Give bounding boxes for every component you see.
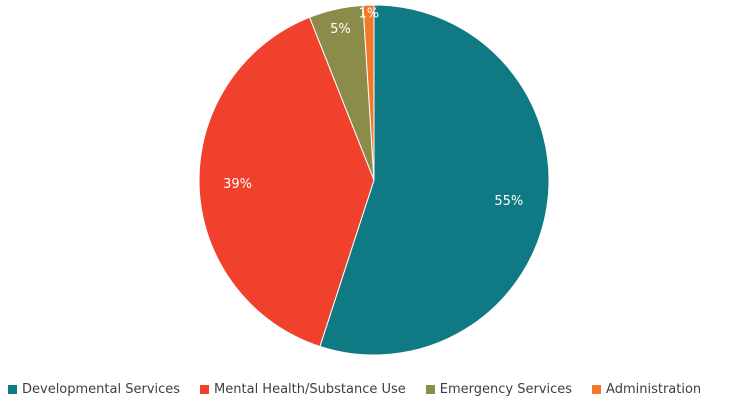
pie-slice-mental-health-substance-use	[198, 16, 375, 348]
legend-label: Developmental Services	[22, 381, 181, 397]
legend-label: Administration	[606, 381, 702, 397]
legend-swatch	[200, 384, 210, 394]
pie-chart: 55% 39% 5% 1%	[198, 4, 550, 356]
legend-item-mental-health-substance-use: Mental Health/Substance Use	[200, 382, 406, 397]
legend-swatch	[8, 384, 17, 394]
legend-swatch	[592, 384, 602, 394]
slice-label-emergency-services: 5%	[330, 22, 351, 37]
pie-slice-administration	[362, 4, 375, 181]
legend-label: Emergency Services	[439, 381, 573, 397]
slice-label-developmental-services: 55%	[494, 194, 523, 209]
legend-label: Mental Health/Substance Use	[214, 381, 406, 397]
pie-slice-developmental-services	[319, 4, 550, 356]
slice-label-mental-health-substance-use: 39%	[223, 177, 252, 192]
legend-item-administration: Administration	[592, 382, 701, 397]
legend-item-emergency-services: Emergency Services	[425, 381, 573, 397]
legend-swatch	[425, 384, 435, 394]
slice-label-administration: 1%	[358, 6, 379, 21]
legend: Developmental Services Mental Health/Subs…	[8, 380, 743, 398]
legend-item-developmental-services: Developmental Services	[8, 382, 180, 397]
